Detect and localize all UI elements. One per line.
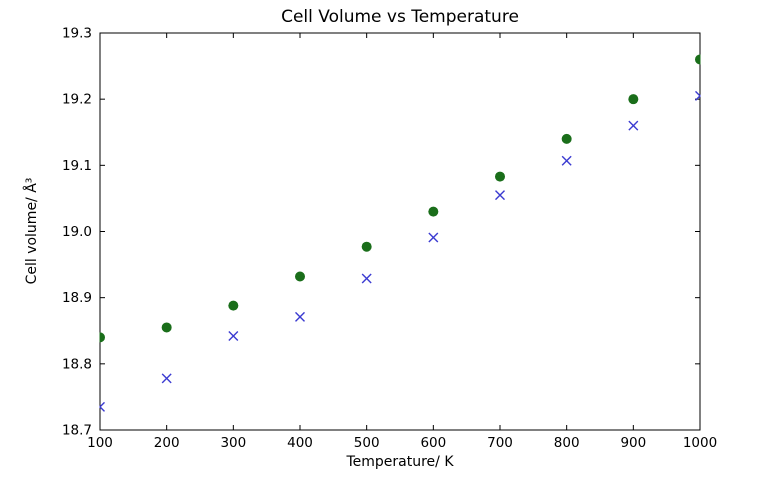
x-tick-label: 800 [554,435,580,451]
x-tick-label: 600 [420,435,446,451]
x-tick-label: 300 [220,435,246,451]
y-tick-label: 19.1 [62,158,92,174]
x-tick-label: 500 [354,435,380,451]
marker-circle-icon [495,171,505,182]
marker-x-icon [628,120,639,131]
chart-title: Cell Volume vs Temperature [281,7,519,27]
series-cell-volume-dots [99,54,701,343]
y-tick-label: 19.2 [62,92,92,108]
marker-circle-icon [295,271,305,282]
x-tick-label: 900 [620,435,646,451]
x-tick-label: 1000 [683,435,717,451]
marker-circle-icon [428,206,439,217]
y-tick-label: 19.3 [62,26,92,42]
y-tick-label: 19.0 [62,224,92,240]
x-axis-label: Temperature/ K [346,454,454,470]
axes-frame [99,32,701,431]
series-cell-volume-crosses [99,90,701,412]
x-tick-label: 400 [287,435,313,451]
marker-x-icon [495,190,505,201]
marker-x-icon [228,331,239,342]
marker-x-icon [428,232,439,243]
x-tick-label: 200 [154,435,180,451]
marker-circle-icon [695,54,701,65]
y-tick-label: 18.8 [62,356,92,372]
marker-x-icon [561,155,572,166]
marker-x-icon [99,401,105,409]
marker-circle-icon [561,133,572,144]
y-tick-label: 18.9 [62,290,92,306]
marker-circle-icon [228,300,239,311]
y-tick-label: 18.7 [62,423,92,439]
x-axis-ticks: 100 200 300 400 500 600 700 800 900 1000 [87,33,717,451]
marker-x-icon [695,94,701,101]
marker-circle-icon [361,241,372,252]
y-axis-ticks: 18.7 18.8 18.9 19.0 19.1 19.2 19.3 [62,26,700,439]
marker-circle-icon [628,94,639,105]
marker-circle-icon [99,332,105,343]
x-tick-label: 100 [87,435,113,451]
marker-x-icon [295,311,305,322]
marker-x-icon [361,273,372,284]
x-tick-label: 700 [487,435,513,451]
marker-circle-icon [161,322,172,333]
marker-x-icon [161,373,172,384]
